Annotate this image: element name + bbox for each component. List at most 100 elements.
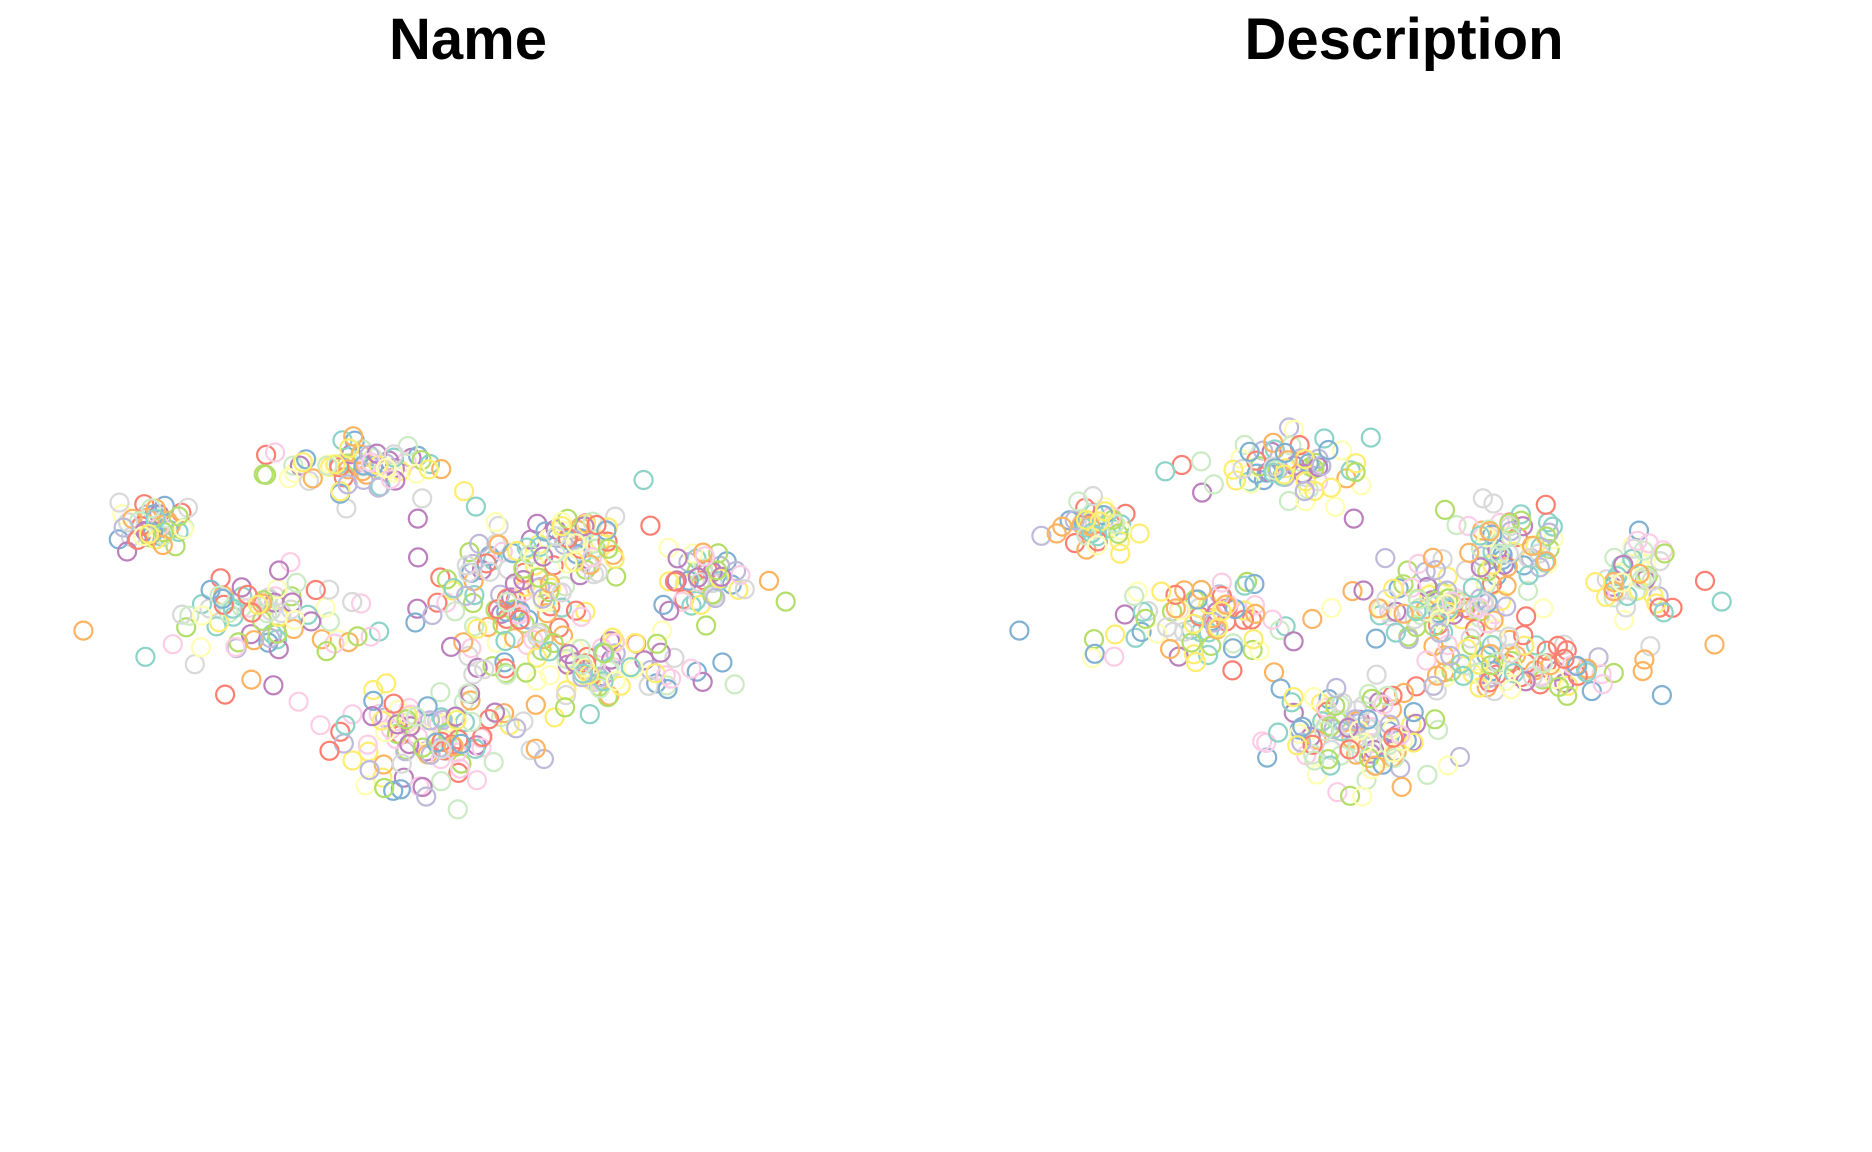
scatter-point — [1453, 665, 1474, 687]
scatter-point — [1515, 606, 1537, 627]
scatter-point — [138, 523, 160, 545]
scatter-point — [109, 492, 130, 513]
scatter-point — [1416, 650, 1437, 671]
scatter-point — [1263, 462, 1284, 483]
scatter-point — [504, 573, 526, 594]
scatter-point — [380, 469, 401, 490]
scatter-point — [1131, 621, 1152, 643]
scatter-point — [1068, 491, 1089, 512]
scatter-point — [280, 599, 302, 620]
scatter-point — [1499, 513, 1520, 534]
scatter-point — [453, 632, 474, 653]
scatter-point — [653, 594, 674, 616]
scatter-point — [1059, 510, 1080, 531]
scatter-point — [1211, 601, 1232, 622]
scatter-point — [659, 600, 680, 621]
scatter-point — [709, 568, 730, 589]
scatter-point — [1588, 647, 1609, 668]
scatter-point — [1383, 727, 1404, 748]
scatter-point — [1064, 532, 1086, 554]
scatter-point — [1377, 685, 1398, 707]
scatter-point — [515, 662, 537, 683]
scatter-point — [427, 592, 448, 613]
scatter-point — [1185, 651, 1206, 673]
scatter-point — [575, 601, 596, 622]
scatter-point — [775, 591, 796, 612]
scatter-point — [1104, 513, 1125, 534]
scatter-point — [176, 617, 197, 638]
scatter-point — [335, 714, 356, 736]
scatter-point — [1469, 677, 1490, 698]
scatter-point — [283, 455, 304, 476]
scatter-point — [523, 548, 544, 570]
scatter-point — [73, 620, 94, 641]
scatter-point — [724, 674, 745, 695]
scatter-point — [1342, 580, 1363, 602]
scatter-point — [386, 723, 408, 745]
scatter-point — [399, 733, 420, 755]
scatter-point — [509, 609, 530, 630]
scatter-plot-name — [73, 426, 796, 820]
scatter-point — [1239, 441, 1260, 462]
scatter-point — [1314, 428, 1335, 449]
scatter-point — [1198, 644, 1219, 666]
scatter-point — [302, 468, 323, 489]
scatter-point — [1326, 677, 1347, 699]
scatter-point — [449, 758, 471, 779]
scatter-point — [1155, 461, 1176, 482]
scatter-point — [1294, 481, 1315, 502]
scatter-point — [597, 531, 618, 552]
scatter-point — [184, 654, 205, 675]
scatter-point — [456, 555, 477, 576]
scatter-point — [472, 726, 493, 747]
scatter-point — [1629, 563, 1650, 585]
scatter-point — [225, 636, 246, 658]
scatter-point — [602, 627, 623, 648]
scatter-point — [325, 454, 346, 475]
scatter-point — [1245, 603, 1266, 625]
scatter-point — [393, 767, 414, 788]
scatter-point — [190, 637, 211, 658]
scatter-point — [1321, 597, 1342, 619]
scatter-point — [463, 664, 484, 685]
scatter-point — [1082, 486, 1104, 507]
scatter-point — [546, 526, 567, 547]
scatter-point — [1318, 749, 1339, 770]
scatter-point — [1422, 547, 1443, 568]
scatter-point — [466, 770, 487, 791]
scatter-point — [1536, 640, 1557, 661]
scatter-point — [1640, 636, 1661, 657]
scatter-point — [405, 706, 427, 727]
scatter-point — [1156, 617, 1178, 638]
scatter-point — [513, 569, 534, 591]
scatter-point — [311, 629, 332, 650]
scatter-point — [1365, 628, 1387, 649]
scatter-point — [695, 615, 717, 636]
scatter-point — [1357, 709, 1378, 730]
scatter-point — [359, 759, 380, 781]
scatter-point — [1332, 440, 1353, 461]
scatter-point — [1223, 633, 1244, 654]
scatter-point — [465, 738, 486, 760]
scatter-point — [505, 718, 527, 739]
scatter-point — [1283, 631, 1304, 652]
scatter-point — [406, 463, 427, 484]
scatter-point — [1498, 626, 1520, 647]
scatter-point — [117, 512, 139, 533]
scatter-point — [551, 515, 572, 537]
scatter-point — [1479, 521, 1500, 542]
scatter-point — [141, 498, 162, 519]
scatter-point — [451, 733, 472, 755]
scatter-point — [1611, 572, 1633, 593]
scatter-point — [1533, 598, 1554, 619]
scatter-point — [1425, 559, 1446, 581]
scatter-point — [319, 579, 340, 600]
scatter-point — [1428, 719, 1449, 741]
scatter-point — [1232, 458, 1253, 480]
scatter-point — [256, 444, 277, 465]
scatter-point — [483, 751, 504, 773]
scatter-point — [1554, 648, 1575, 670]
scatter-point — [431, 707, 452, 728]
scatter-point — [655, 665, 676, 686]
scatter-point — [491, 706, 512, 728]
